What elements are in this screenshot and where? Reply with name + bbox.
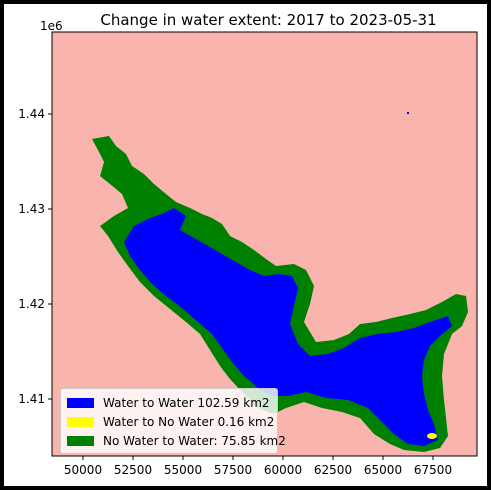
legend-swatch (67, 435, 94, 446)
legend: Water to Water 102.59 km2 Water to No Wa… (60, 388, 286, 454)
legend-item-water-to-no-water: Water to No Water 0.16 km2 (67, 412, 275, 431)
map-title: Change in water extent: 2017 to 2023-05-… (100, 11, 437, 29)
x-tick-label: 65000 (364, 463, 402, 477)
y-axis-offset-label: 1e6 (40, 19, 63, 33)
water-to-water-area (124, 208, 452, 446)
x-tick-label: 60000 (264, 463, 302, 477)
y-tick-label: 1.42 (18, 297, 45, 311)
legend-item-no-water-to-water: No Water to Water: 75.85 km2 (67, 431, 286, 450)
legend-label: No Water to Water: 75.85 km2 (103, 433, 286, 448)
y-tick-label: 1.41 (18, 392, 45, 406)
y-tick-label: 1.44 (18, 107, 45, 121)
water-to-no-water-patch (427, 433, 437, 439)
legend-swatch (67, 416, 94, 427)
x-tick-label: 57500 (214, 463, 252, 477)
legend-label: Water to No Water 0.16 km2 (103, 414, 275, 429)
legend-swatch (67, 397, 94, 408)
y-axis-ticks: 1.44 1.43 1.42 1.41 (18, 107, 52, 406)
legend-label: Water to Water 102.59 km2 (103, 395, 270, 410)
figure: Change in water extent: 2017 to 2023-05-… (4, 4, 487, 486)
x-axis-ticks: 50000 52500 55000 57500 60000 62500 65000 67500 (64, 456, 452, 477)
map-plot: 1.44 1.43 1.42 1.41 50000 52500 55000 57500 600… (18, 31, 478, 477)
x-tick-label: 62500 (314, 463, 352, 477)
water-to-no-water-patch (407, 112, 409, 114)
legend-item-water-to-water: Water to Water 102.59 km2 (67, 393, 271, 412)
x-tick-label: 67500 (414, 463, 452, 477)
x-tick-label: 52500 (114, 463, 152, 477)
axes-frame (51, 31, 478, 457)
x-tick-label: 50000 (64, 463, 102, 477)
y-tick-label: 1.43 (18, 202, 45, 216)
x-tick-label: 55000 (164, 463, 202, 477)
